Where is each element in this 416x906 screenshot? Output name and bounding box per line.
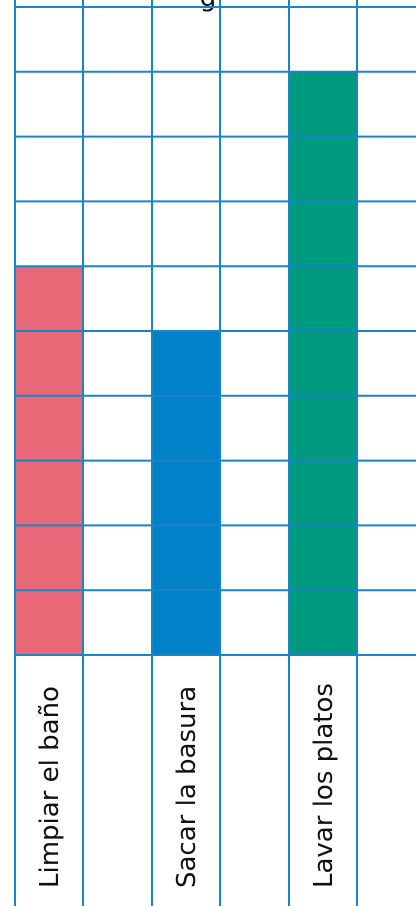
bar-4 xyxy=(289,71,357,656)
bar-2 xyxy=(152,331,220,655)
grid-layer xyxy=(14,0,416,906)
category-label-2: Sacar la basura xyxy=(172,686,202,888)
category-labels-layer: Limpiar el baño Sacar la basura Lavar los … xyxy=(35,683,339,888)
category-label-0: Limpiar el baño xyxy=(35,686,65,888)
bars-layer xyxy=(15,71,357,656)
category-label-4: Lavar los platos xyxy=(309,683,339,888)
